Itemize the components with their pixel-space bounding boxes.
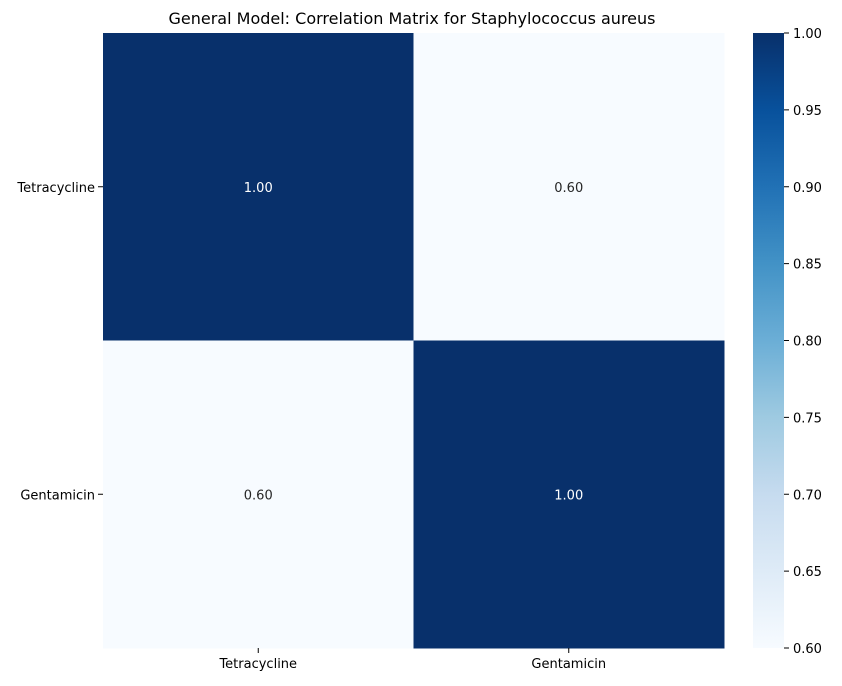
heatmap-cell: [413, 340, 725, 649]
colorbar-tick-label: 0.90: [793, 181, 822, 196]
colorbar: [753, 33, 784, 648]
colorbar-tick-label: 0.95: [793, 104, 822, 119]
x-tick-label: Gentamicin: [531, 657, 606, 672]
heatmap-cell: [413, 33, 725, 341]
x-tick-label: Tetracycline: [218, 657, 297, 672]
chart-title: General Model: Correlation Matrix for St…: [169, 9, 656, 28]
cell-annotation: 1.00: [554, 488, 583, 503]
y-tick-label: Tetracycline: [16, 181, 95, 196]
colorbar-tick-label: 1.00: [793, 27, 822, 42]
colorbar-tick-label: 0.70: [793, 488, 822, 503]
colorbar-tick-label: 0.65: [793, 565, 822, 580]
cell-annotation: 0.60: [554, 181, 583, 196]
colorbar-tick-label: 0.80: [793, 335, 822, 350]
colorbar-tick-label: 0.85: [793, 258, 822, 273]
heatmap-cell: [103, 340, 414, 649]
y-tick-label: Gentamicin: [20, 488, 95, 503]
heatmap-cell: [103, 33, 414, 341]
cell-annotation: 0.60: [244, 488, 273, 503]
colorbar-tick-label: 0.75: [793, 411, 822, 426]
colorbar-tick-label: 0.60: [793, 642, 822, 657]
cell-annotation: 1.00: [244, 181, 273, 196]
